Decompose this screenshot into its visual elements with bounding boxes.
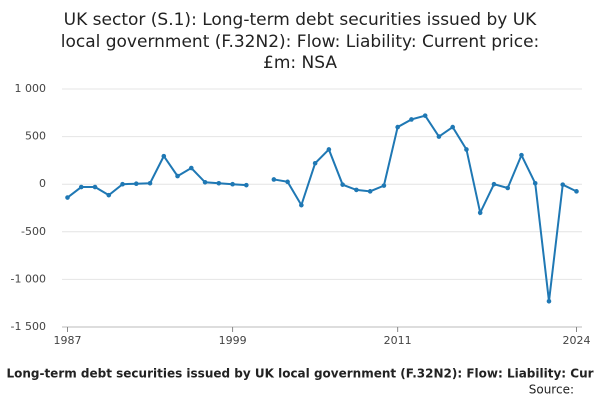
series-line xyxy=(66,114,577,302)
data-point xyxy=(367,189,373,194)
data-point xyxy=(161,153,167,159)
data-point xyxy=(532,180,538,186)
data-point xyxy=(381,183,387,188)
data-point xyxy=(271,177,277,182)
x-tick-label: 2011 xyxy=(384,334,412,347)
data-point xyxy=(519,152,524,158)
source: Source: xyxy=(529,383,574,397)
data-point xyxy=(450,124,455,130)
y-tick-label: -500 xyxy=(21,225,46,238)
data-point xyxy=(560,182,566,187)
data-point xyxy=(216,180,222,186)
data-point xyxy=(230,181,235,187)
data-point xyxy=(189,165,194,171)
data-point xyxy=(546,298,552,304)
y-tick-label: 500 xyxy=(25,130,46,143)
data-point xyxy=(244,182,249,188)
data-point xyxy=(505,185,511,191)
data-point xyxy=(175,173,180,179)
data-point xyxy=(299,202,304,208)
data-point xyxy=(106,192,112,198)
data-point xyxy=(65,195,70,200)
data-point xyxy=(422,113,428,118)
footer: Long-term debt securities issued by UK l… xyxy=(6,367,593,381)
data-point xyxy=(464,147,469,152)
data-point xyxy=(202,179,208,185)
y-tick-label: -1 500 xyxy=(11,320,46,333)
x-tick-label: 2024 xyxy=(562,334,590,347)
data-point xyxy=(78,184,84,190)
data-point xyxy=(133,181,139,187)
data-point xyxy=(436,134,442,139)
chart-title: local government (F.32N2): Flow: Liabili… xyxy=(61,32,540,52)
data-point xyxy=(120,181,125,187)
data-point xyxy=(340,182,345,187)
y-tick-label: 1 000 xyxy=(15,82,47,95)
data-point xyxy=(409,117,414,122)
data-point xyxy=(491,181,497,187)
data-point xyxy=(92,184,98,190)
data-point xyxy=(326,147,332,152)
data-point xyxy=(354,187,359,193)
data-point xyxy=(312,160,318,166)
data-point xyxy=(574,189,579,194)
y-tick-label: -1 000 xyxy=(11,272,46,285)
data-point xyxy=(285,179,290,185)
data-point xyxy=(477,210,483,216)
chart-title: £m: NSA xyxy=(263,53,337,73)
chart-title: UK sector (S.1): Long-term debt securiti… xyxy=(64,10,538,30)
x-tick-label: 1987 xyxy=(54,334,82,347)
data-point xyxy=(147,180,153,186)
data-point xyxy=(395,124,400,130)
x-tick-label: 1999 xyxy=(219,334,247,347)
y-tick-label: 0 xyxy=(39,177,46,190)
